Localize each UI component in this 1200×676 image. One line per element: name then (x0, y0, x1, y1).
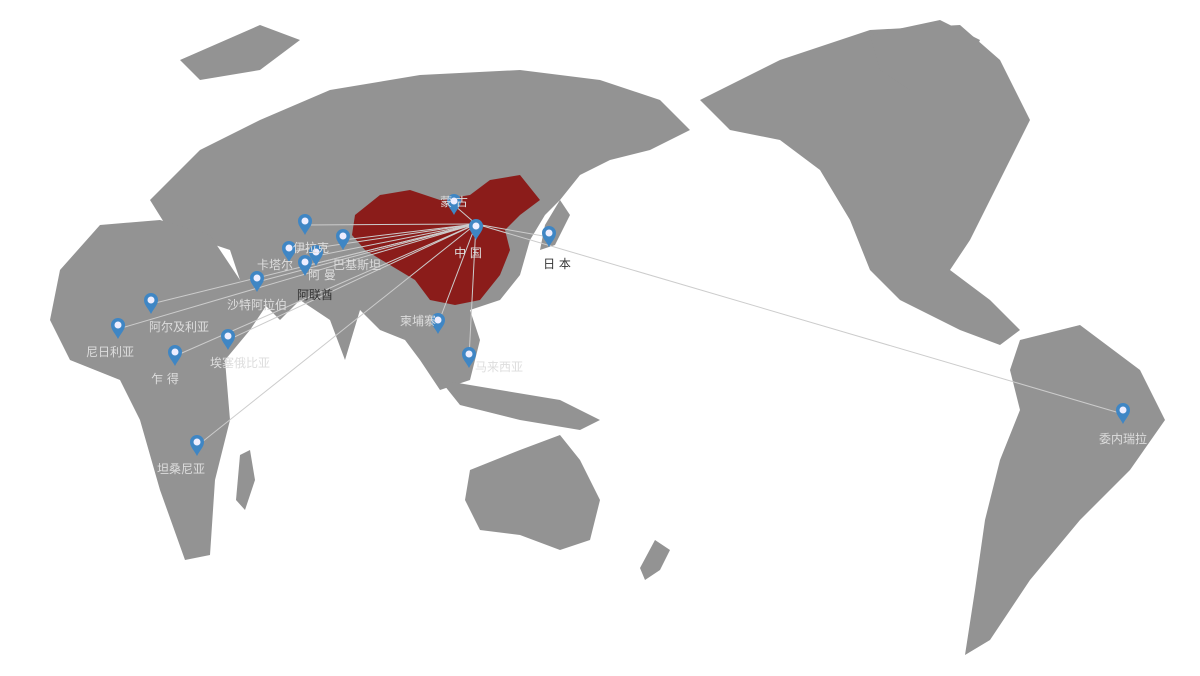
location-pin-icon[interactable] (250, 271, 264, 292)
country-label: 阿尔及利亚 (148, 320, 210, 334)
route-line (150, 223, 477, 305)
route-line (468, 223, 477, 359)
location-pin-icon[interactable] (542, 226, 556, 247)
australia (465, 435, 600, 550)
location-pin-icon[interactable] (1116, 403, 1130, 424)
country-label: 日 本 (543, 257, 571, 271)
origin-label: 中 国 (454, 246, 482, 260)
country-label: 卡塔尔 (256, 258, 294, 272)
north-america (700, 25, 1030, 345)
new-zealand (640, 540, 670, 580)
location-pin-icon[interactable] (111, 318, 125, 339)
china-highlight[interactable] (352, 175, 540, 305)
location-pin-icon[interactable] (168, 345, 182, 366)
location-pin-icon[interactable] (144, 293, 158, 314)
route-line (342, 223, 477, 241)
country-label: 阿 曼 (308, 268, 336, 282)
madagascar (236, 450, 255, 510)
location-pin-icon[interactable] (336, 229, 350, 250)
country-label: 委内瑞拉 (1098, 432, 1148, 446)
origin-pin-icon[interactable] (469, 219, 483, 240)
route-line (315, 223, 477, 257)
route-line (304, 223, 477, 226)
location-pin-icon[interactable] (309, 245, 323, 266)
location-pin-icon[interactable] (282, 241, 296, 262)
route-lines (117, 204, 1124, 447)
country-label: 阿联酋 (296, 288, 334, 302)
route-line (256, 223, 477, 283)
south-america (965, 325, 1165, 655)
europe-north (180, 25, 300, 80)
location-pin-icon[interactable] (221, 329, 235, 350)
country-label: 沙特阿拉伯 (226, 298, 288, 312)
country-label: 巴基斯坦 (332, 258, 382, 272)
country-label: 坦桑尼亚 (156, 462, 206, 476)
land-masses (50, 20, 1165, 655)
country-label: 马来西亚 (474, 360, 524, 374)
route-line (437, 223, 477, 325)
country-label: 乍 得 (151, 372, 179, 386)
country-label: 柬埔寨 (399, 314, 437, 328)
greenland (870, 20, 980, 90)
country-label: 伊拉克 (292, 241, 330, 255)
route-line (475, 223, 1124, 415)
country-label: 尼日利亚 (85, 345, 135, 359)
pins (111, 194, 1130, 456)
route-line (117, 223, 477, 330)
location-pin-icon[interactable] (447, 194, 461, 215)
location-pin-icon[interactable] (298, 255, 312, 276)
location-pin-icon[interactable] (190, 435, 204, 456)
country-label: 蒙 古 (440, 195, 468, 209)
location-pin-icon[interactable] (298, 214, 312, 235)
country-label: 埃塞俄比亚 (209, 356, 271, 370)
route-line (227, 223, 477, 341)
indonesia (440, 380, 600, 430)
location-pin-icon[interactable] (431, 313, 445, 334)
africa (50, 220, 270, 560)
route-line (475, 223, 550, 238)
location-pin-icon[interactable] (462, 347, 476, 368)
route-line (196, 223, 477, 447)
